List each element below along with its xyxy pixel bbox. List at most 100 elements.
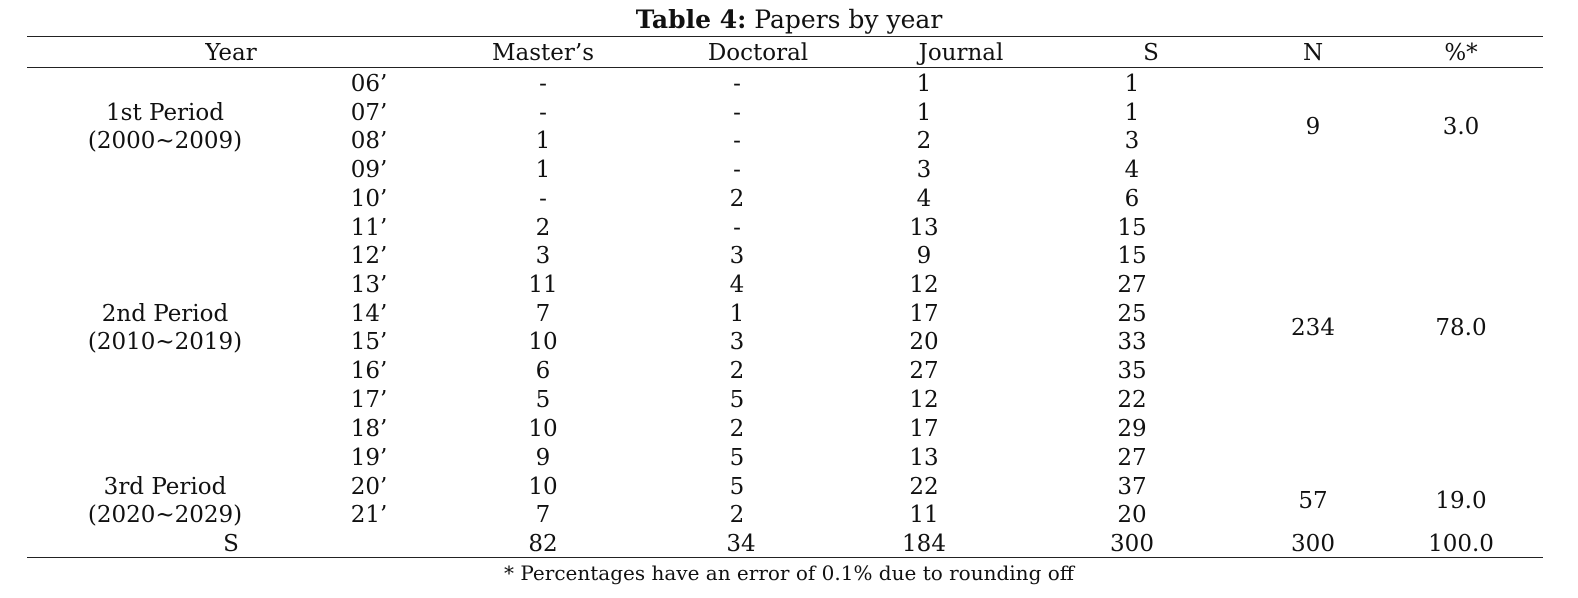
row-year: 15’ (350, 329, 388, 355)
row-year: 09’ (350, 157, 388, 183)
row-journal: 22 (909, 474, 939, 500)
row-journal: 12 (909, 272, 939, 298)
row-doctoral: 2 (729, 358, 745, 384)
row-journal: 27 (909, 358, 939, 384)
row-journal: 9 (916, 243, 932, 269)
row-year: 08’ (350, 128, 388, 154)
total-label: S (223, 531, 239, 557)
row-year: 17’ (350, 387, 388, 413)
row-masters: - (539, 186, 547, 212)
row-masters: - (539, 100, 547, 126)
row-journal: 17 (909, 301, 939, 327)
row-s: 33 (1117, 329, 1147, 355)
row-s: 6 (1124, 186, 1140, 212)
row-s: 29 (1117, 416, 1147, 442)
row-journal: 1 (916, 100, 932, 126)
total-journal: 184 (902, 531, 946, 557)
row-year: 19’ (350, 445, 388, 471)
row-year: 11’ (350, 215, 388, 241)
bottom-rule (27, 557, 1543, 558)
total-n: 300 (1291, 531, 1335, 557)
header-rule (27, 67, 1543, 68)
row-doctoral: 3 (729, 329, 745, 355)
row-journal: 13 (909, 215, 939, 241)
row-doctoral: - (733, 157, 741, 183)
row-s: 22 (1117, 387, 1147, 413)
row-year: 21’ (350, 502, 388, 528)
row-doctoral: - (733, 128, 741, 154)
row-masters: 3 (535, 243, 551, 269)
col-header-s: S (1143, 40, 1159, 66)
row-year: 16’ (350, 358, 388, 384)
row-doctoral: 2 (729, 502, 745, 528)
row-journal: 20 (909, 329, 939, 355)
row-masters: 7 (535, 502, 551, 528)
row-journal: 17 (909, 416, 939, 442)
row-year: 18’ (350, 416, 388, 442)
row-s: 37 (1117, 474, 1147, 500)
row-masters: - (539, 71, 547, 97)
row-year: 06’ (350, 71, 388, 97)
row-masters: 9 (535, 445, 551, 471)
row-journal: 3 (916, 157, 932, 183)
row-doctoral: 4 (729, 272, 745, 298)
period-range: (2010~2019) (87, 329, 243, 355)
row-masters: 1 (535, 157, 551, 183)
row-journal: 11 (909, 502, 939, 528)
row-s: 3 (1124, 128, 1140, 154)
row-masters: 10 (528, 329, 558, 355)
row-masters: 5 (535, 387, 551, 413)
period-range: (2000~2009) (87, 128, 243, 154)
period-n: 57 (1298, 488, 1328, 514)
period-label: 2nd Period (101, 301, 229, 327)
row-year: 10’ (350, 186, 388, 212)
row-journal: 2 (916, 128, 932, 154)
row-year: 13’ (350, 272, 388, 298)
row-s: 15 (1117, 243, 1147, 269)
row-year: 14’ (350, 301, 388, 327)
period-percent: 19.0 (1435, 488, 1487, 514)
row-journal: 12 (909, 387, 939, 413)
col-header-doctoral: Doctoral (707, 40, 809, 66)
col-header-year: Year (205, 40, 257, 66)
row-journal: 13 (909, 445, 939, 471)
total-percent: 100.0 (1428, 531, 1494, 557)
row-year: 07’ (350, 100, 388, 126)
row-doctoral: 3 (729, 243, 745, 269)
row-s: 27 (1117, 272, 1147, 298)
row-s: 1 (1124, 100, 1140, 126)
total-doctoral: 34 (726, 531, 756, 557)
row-s: 27 (1117, 445, 1147, 471)
total-masters: 82 (528, 531, 558, 557)
row-s: 25 (1117, 301, 1147, 327)
row-doctoral: 5 (729, 387, 745, 413)
period-label: 1st Period (106, 100, 224, 126)
row-doctoral: 1 (729, 301, 745, 327)
period-label: 3rd Period (103, 474, 227, 500)
row-doctoral: 5 (729, 445, 745, 471)
row-s: 35 (1117, 358, 1147, 384)
row-journal: 1 (916, 71, 932, 97)
row-doctoral: 2 (729, 186, 745, 212)
period-percent: 3.0 (1442, 114, 1480, 140)
row-year: 12’ (350, 243, 388, 269)
col-header-n: N (1302, 40, 1324, 66)
row-masters: 2 (535, 215, 551, 241)
row-doctoral: 2 (729, 416, 745, 442)
row-s: 15 (1117, 215, 1147, 241)
row-journal: 4 (916, 186, 932, 212)
period-percent: 78.0 (1435, 315, 1487, 341)
col-header-masters: Master’s (491, 40, 595, 66)
period-n: 9 (1305, 114, 1321, 140)
row-masters: 7 (535, 301, 551, 327)
period-n: 234 (1291, 315, 1335, 341)
col-header-percent: %* (1444, 40, 1478, 66)
table-title: Papers by year (754, 5, 943, 34)
row-doctoral: - (733, 100, 741, 126)
row-s: 4 (1124, 157, 1140, 183)
row-s: 1 (1124, 71, 1140, 97)
row-s: 20 (1117, 502, 1147, 528)
row-doctoral: - (733, 71, 741, 97)
col-header-journal: Journal (918, 40, 1004, 66)
row-doctoral: - (733, 215, 741, 241)
